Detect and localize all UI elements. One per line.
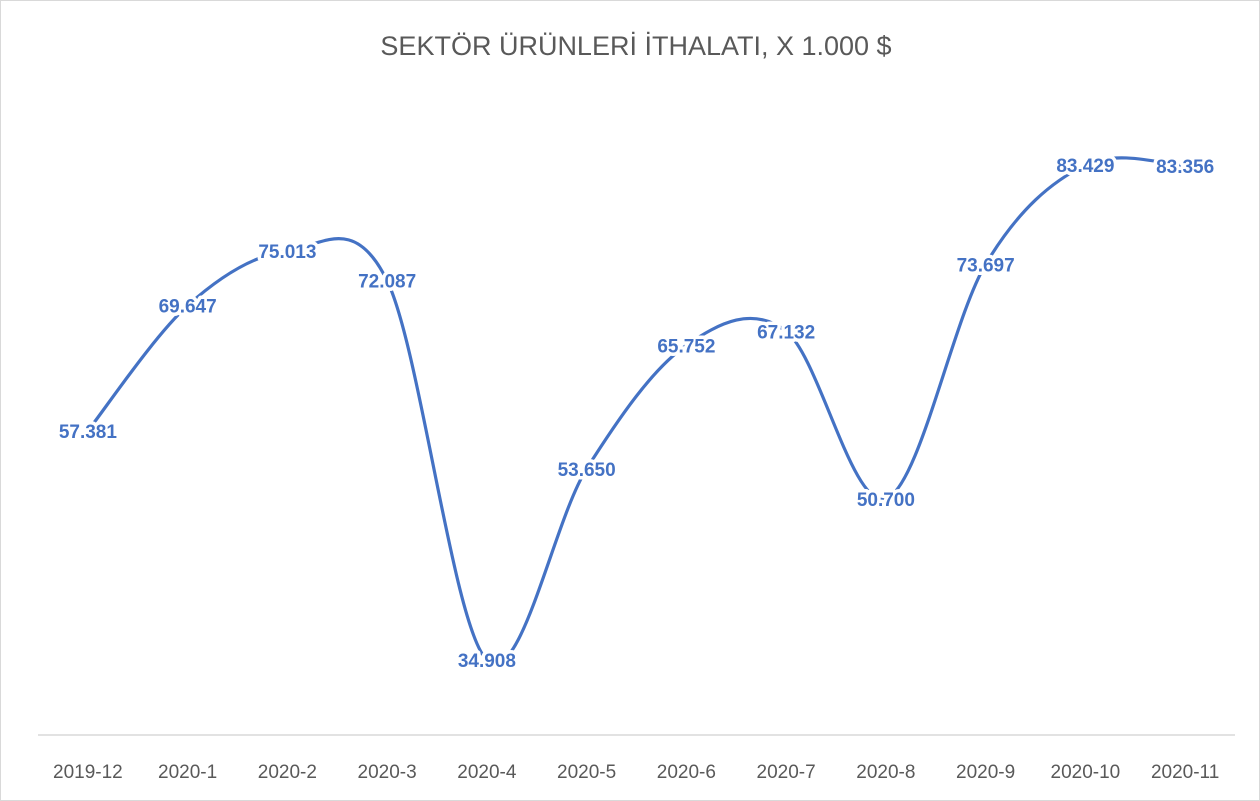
x-tick-label: 2020-10 (1051, 762, 1121, 783)
data-label: 50.700 (857, 490, 915, 511)
data-label: 53.650 (558, 460, 616, 481)
x-tick-label: 2020-2 (258, 762, 317, 783)
line (86, 156, 1187, 666)
data-label: 65.752 (657, 336, 715, 357)
data-label: 75.013 (258, 242, 316, 263)
x-tick-label: 2020-4 (457, 762, 517, 783)
x-tick-label: 2020-5 (557, 762, 616, 783)
x-tick-label: 2020-6 (657, 762, 716, 783)
x-tick-label: 2020-8 (856, 762, 915, 783)
data-label: 57.381 (59, 422, 118, 443)
x-tick-label: 2020-9 (956, 762, 1015, 783)
data-label: 72.087 (358, 272, 416, 293)
data-label: 73.697 (957, 255, 1015, 276)
data-label: 83.429 (1056, 156, 1114, 177)
chart-title: SEKTÖR ÜRÜNLERİ İTHALATI, X 1.000 $ (380, 30, 891, 61)
x-tick-label: 2019-12 (53, 762, 123, 783)
data-label: 69.647 (159, 297, 217, 318)
data-label: 83.356 (1156, 157, 1214, 178)
data-label: 34.908 (458, 651, 516, 672)
data-label: 67.132 (757, 322, 815, 343)
x-tick-label: 2020-7 (757, 762, 816, 783)
x-tick-label: 2020-11 (1151, 762, 1219, 783)
x-tick-label: 2020-3 (358, 762, 417, 783)
x-tick-label: 2020-1 (158, 762, 217, 783)
